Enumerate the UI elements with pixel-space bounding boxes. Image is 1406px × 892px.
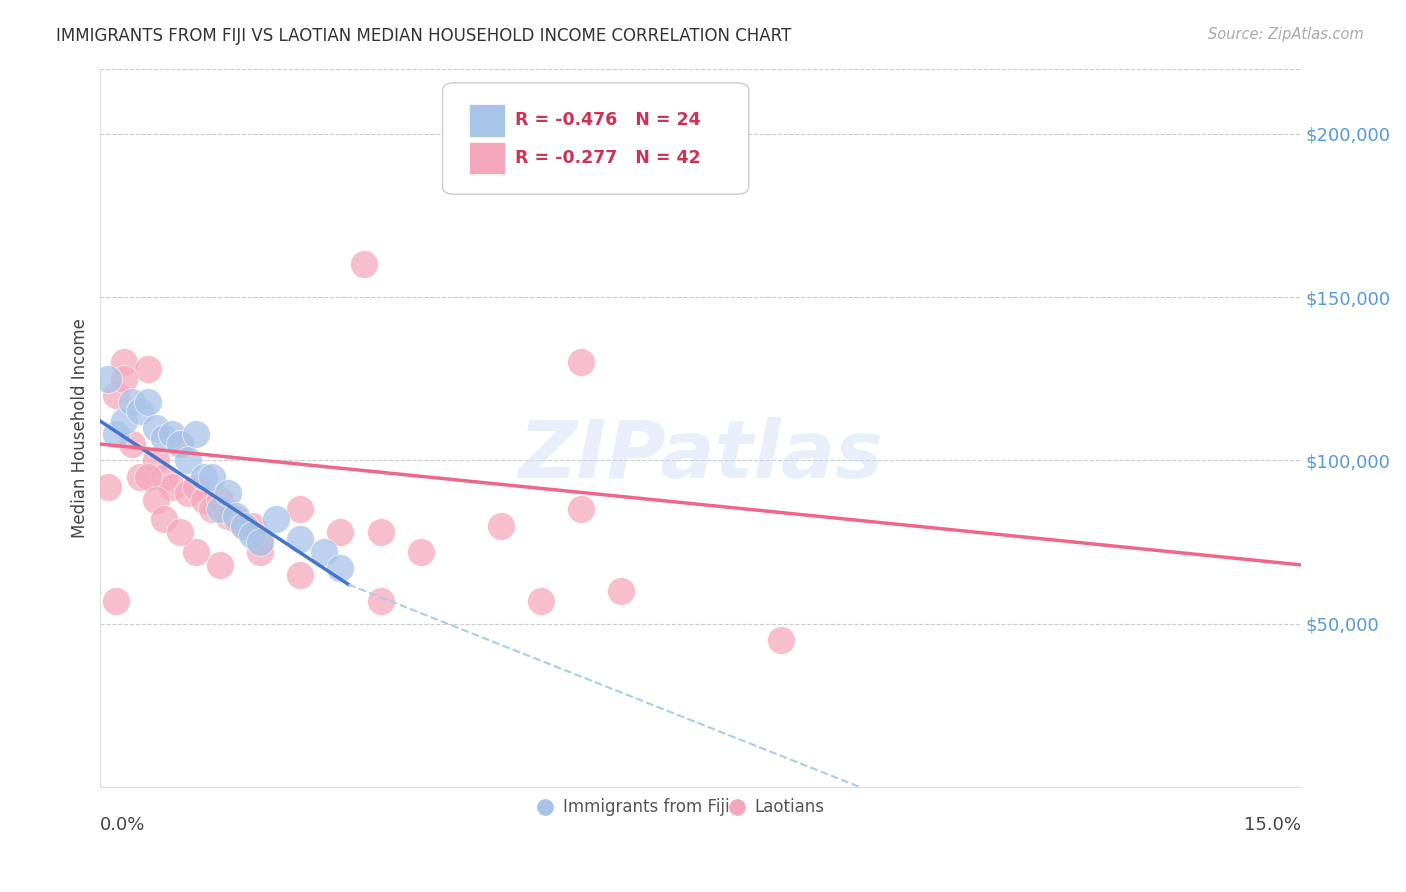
Point [138,394,160,409]
Point [409,545,432,559]
Point [242,528,264,542]
Point [569,502,592,516]
Point [105,388,128,402]
Point [177,486,200,500]
FancyBboxPatch shape [443,83,749,194]
Y-axis label: Median Household Income: Median Household Income [72,318,89,538]
Point [112,355,135,369]
Point [121,394,143,409]
Point [162,427,184,442]
Point [209,492,232,507]
Point [177,453,200,467]
Point [242,518,264,533]
Text: Immigrants from Fiji: Immigrants from Fiji [562,798,730,816]
Point [186,427,208,442]
Point [145,453,167,467]
Point [201,469,224,483]
Point [329,561,352,575]
Point [370,525,392,540]
Point [314,545,336,559]
Text: Source: ZipAtlas.com: Source: ZipAtlas.com [1208,27,1364,42]
Point [112,414,135,428]
Point [121,437,143,451]
Point [153,512,176,526]
Point [609,584,631,599]
Point [105,427,128,442]
Point [97,372,120,386]
Point [225,512,247,526]
Point [489,518,512,533]
Point [153,469,176,483]
Point [105,594,128,608]
Point [138,362,160,376]
Point [290,567,312,582]
Point [193,469,215,483]
Point [290,532,312,546]
Point [370,594,392,608]
Point [769,632,792,647]
Point [169,525,191,540]
Point [169,437,191,451]
Text: 15.0%: 15.0% [1244,815,1301,834]
Point [249,545,271,559]
Point [138,469,160,483]
Point [169,437,191,451]
Point [209,558,232,572]
Point [97,479,120,493]
Point [186,479,208,493]
Point [186,545,208,559]
Point [353,257,375,271]
Point [329,525,352,540]
Text: R = -0.277   N = 42: R = -0.277 N = 42 [515,149,700,168]
Bar [470,142,505,174]
Point [201,502,224,516]
Point [129,469,152,483]
Text: R = -0.476   N = 24: R = -0.476 N = 24 [515,112,700,129]
Point [129,404,152,418]
Point [193,492,215,507]
Text: 0.0%: 0.0% [100,815,146,834]
Point [249,535,271,549]
Point [233,518,256,533]
Point [145,492,167,507]
Point [233,518,256,533]
Point [249,535,271,549]
Point [225,508,247,523]
Point [529,594,551,608]
Point [217,486,239,500]
Point [569,355,592,369]
Point [209,502,232,516]
Text: ZIPatlas: ZIPatlas [519,417,883,495]
Point [290,502,312,516]
Point [162,479,184,493]
Bar [470,104,505,136]
Point [145,421,167,435]
Text: IMMIGRANTS FROM FIJI VS LAOTIAN MEDIAN HOUSEHOLD INCOME CORRELATION CHART: IMMIGRANTS FROM FIJI VS LAOTIAN MEDIAN H… [56,27,792,45]
Text: Laotians: Laotians [755,798,825,816]
Point [112,372,135,386]
Point [153,430,176,444]
Point [217,508,239,523]
Point [266,512,288,526]
